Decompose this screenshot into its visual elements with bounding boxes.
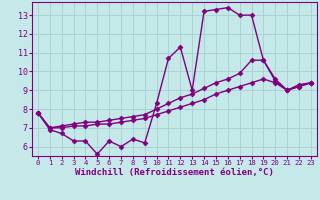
X-axis label: Windchill (Refroidissement éolien,°C): Windchill (Refroidissement éolien,°C)	[75, 168, 274, 177]
